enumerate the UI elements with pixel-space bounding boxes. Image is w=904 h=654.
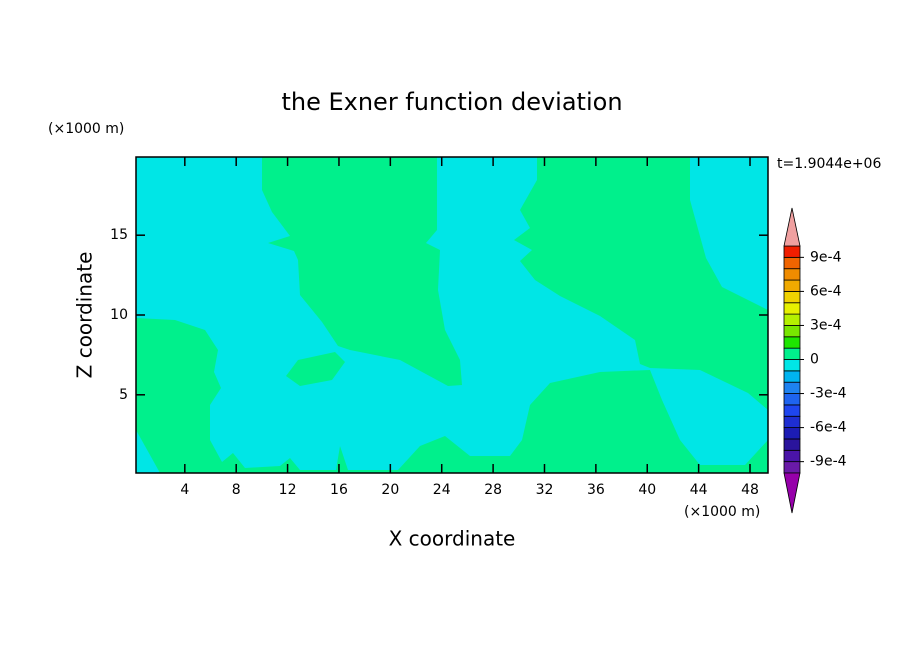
x-tick-label: 16 <box>330 482 348 498</box>
y-tick-label: 5 <box>119 387 128 403</box>
colorbar-under <box>783 472 801 514</box>
contour-region <box>136 318 768 473</box>
x-tick-label: 28 <box>484 482 502 498</box>
colorbar-box <box>783 370 801 383</box>
x-tick-label: 8 <box>232 482 241 498</box>
colorbar-box <box>783 290 801 304</box>
contour-region <box>286 352 345 386</box>
y-tick-label: 10 <box>110 307 128 323</box>
colorbar-box <box>783 449 801 463</box>
colorbar-tick-label: 9e-4 <box>810 249 842 265</box>
colorbar-box <box>783 245 801 258</box>
colorbar-box <box>783 268 801 281</box>
colorbar-tick-label: -6e-4 <box>810 420 847 436</box>
colorbar-box <box>783 279 801 292</box>
colorbar-box <box>783 393 801 406</box>
colorbar-box <box>783 336 801 349</box>
x-tick-label: 32 <box>536 482 554 498</box>
x-tick-label: 12 <box>279 482 297 498</box>
colorbar-over <box>783 207 801 247</box>
colorbar-box <box>783 256 801 270</box>
colorbar-tick-label: 6e-4 <box>810 283 842 299</box>
x-tick-label: 44 <box>690 482 708 498</box>
colorbar-box <box>783 427 801 440</box>
colorbar-tick-label: -9e-4 <box>810 454 847 470</box>
colorbar-tick-label: 0 <box>810 352 819 368</box>
x-tick-label: 4 <box>180 482 189 498</box>
colorbar-box <box>783 302 801 315</box>
chart-title: the Exner function deviation <box>281 88 622 116</box>
colorbar-box <box>783 415 801 429</box>
colorbar-box <box>783 461 801 474</box>
x-tick-label: 40 <box>638 482 656 498</box>
colorbar-box <box>783 404 801 417</box>
y-unit: (×1000 m) <box>48 121 124 137</box>
colorbar-box <box>783 438 801 451</box>
colorbar-tick-label: 3e-4 <box>810 317 842 333</box>
x-axis-label: X coordinate <box>389 527 516 551</box>
y-tick-label: 15 <box>110 227 128 243</box>
x-tick-label: 48 <box>741 482 759 498</box>
colorbar-box <box>783 313 801 326</box>
contour-region <box>514 157 768 410</box>
contour-region <box>262 157 462 386</box>
colorbar-box <box>783 381 801 394</box>
x-tick-label: 36 <box>587 482 605 498</box>
x-tick-label: 24 <box>433 482 451 498</box>
x-tick-label: 20 <box>381 482 399 498</box>
colorbar-box <box>783 325 801 338</box>
y-axis-label: Z coordinate <box>73 252 97 379</box>
colorbar-box <box>783 347 801 360</box>
x-unit: (×1000 m) <box>684 504 760 520</box>
colorbar-tick-label: -3e-4 <box>810 386 847 402</box>
time-label: t=1.9044e+06 <box>777 156 881 172</box>
colorbar-box <box>783 359 801 372</box>
